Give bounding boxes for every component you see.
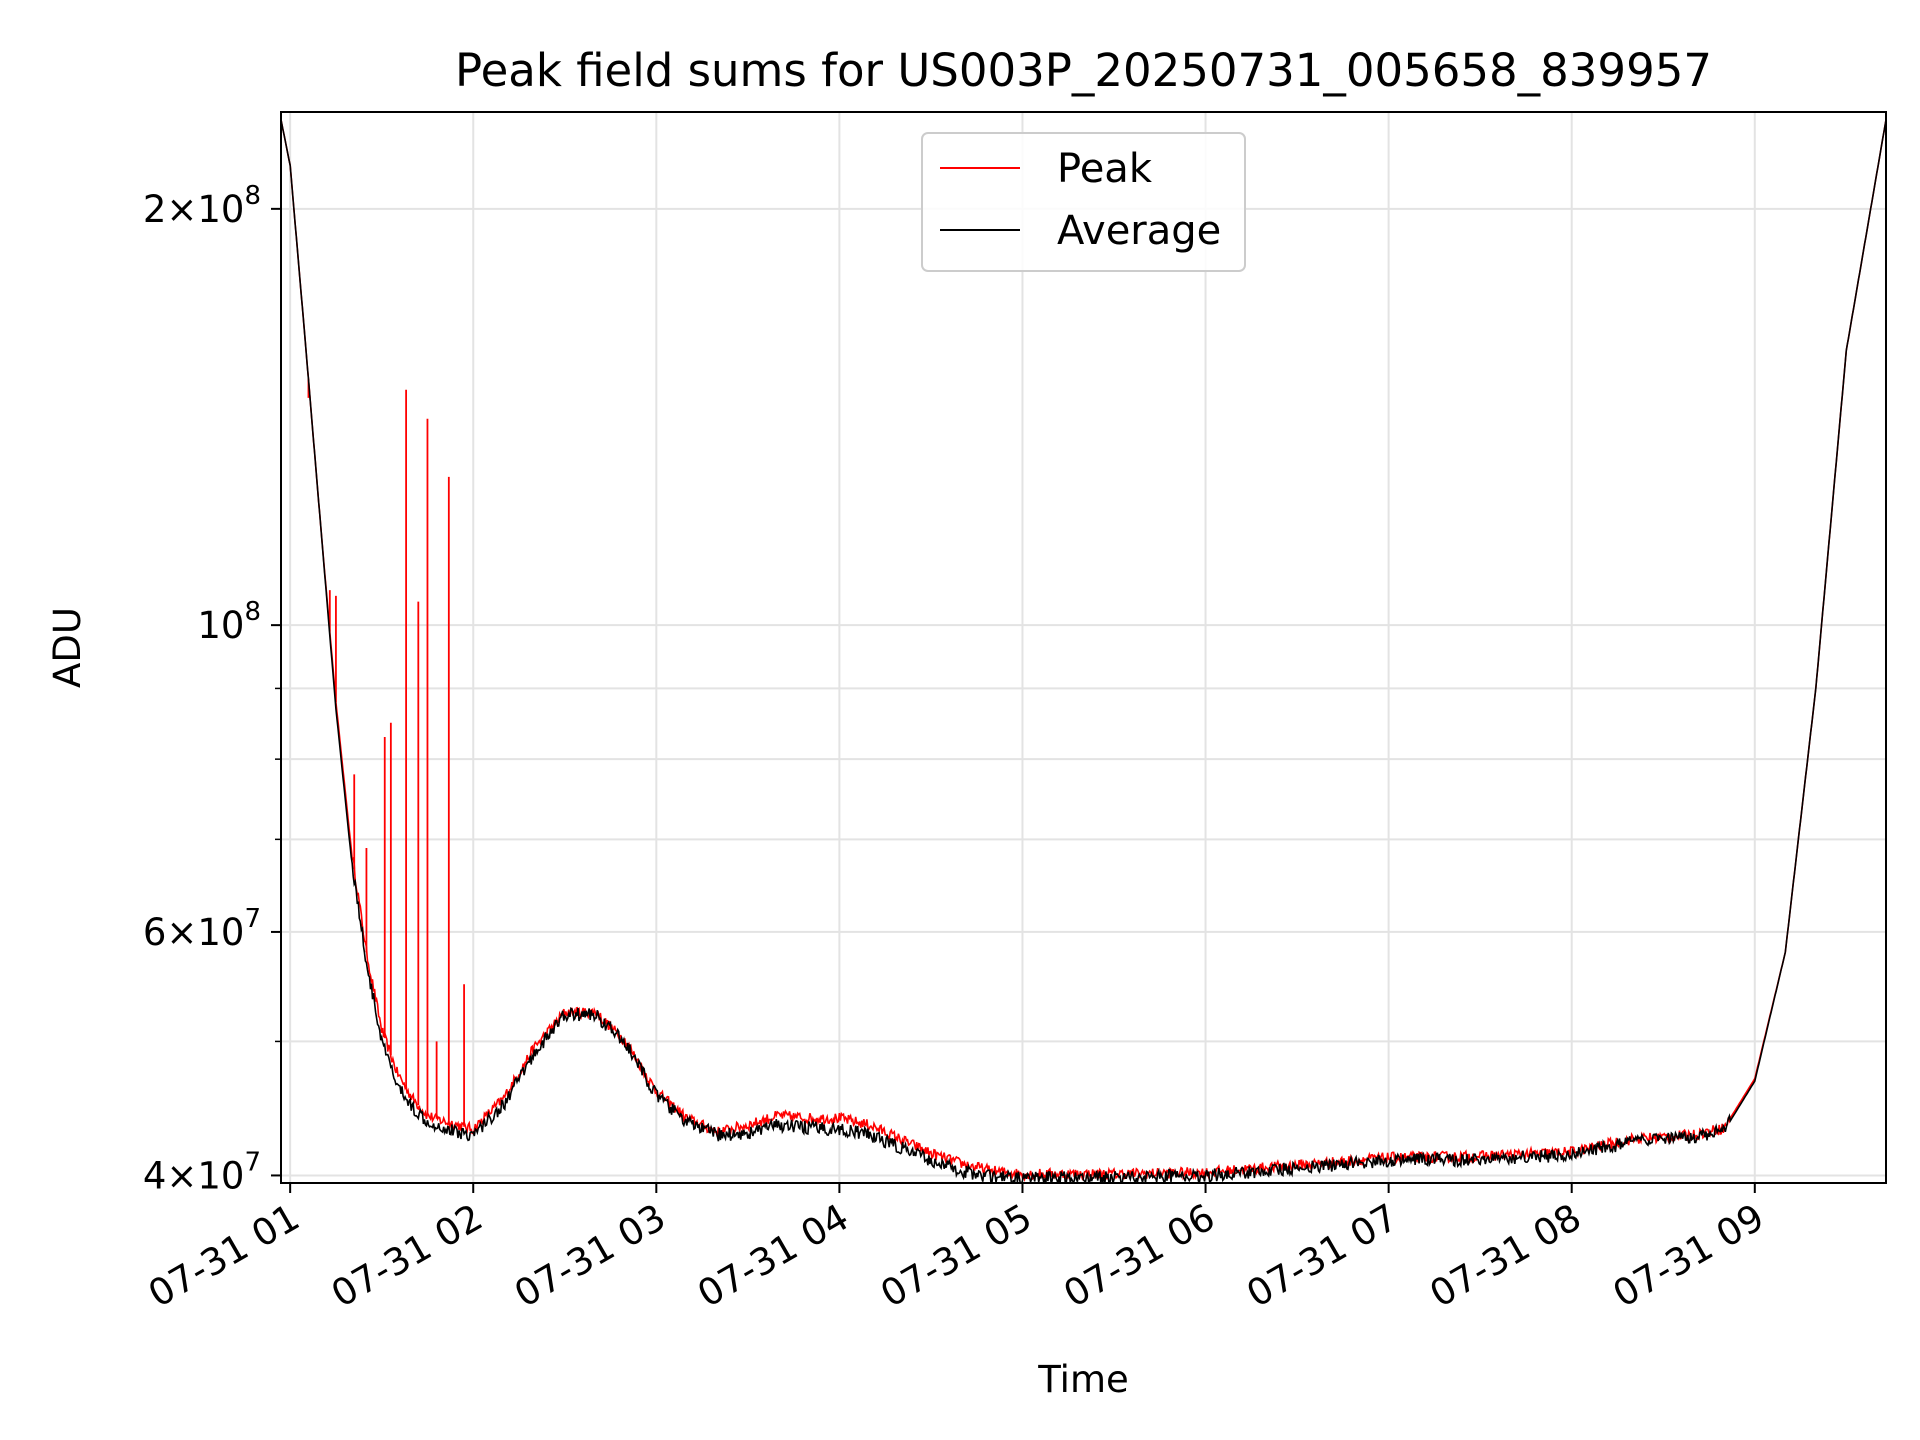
grid [281, 112, 1886, 1183]
y-axis-label: ADU [46, 607, 89, 688]
x-tick-label: 07-31 01 [141, 1196, 307, 1316]
x-axis: 07-31 01 07-31 02 07-31 03 07-31 04 07-31 05… [141, 1183, 1771, 1316]
x-tick-label: 07-31 02 [324, 1196, 490, 1316]
y-tick-label: 108 [197, 597, 261, 647]
x-tick-label: 07-31 06 [1056, 1196, 1222, 1316]
plot-frame [280, 111, 1887, 1184]
x-tick-label: 07-31 07 [1240, 1196, 1406, 1316]
x-tick-label: 07-31 03 [507, 1196, 673, 1316]
x-tick-label: 07-31 04 [690, 1196, 856, 1316]
x-tick-label: 07-31 08 [1423, 1196, 1589, 1316]
y-tick-label: 4×107 [143, 1147, 261, 1197]
plot-series [281, 119, 1886, 1183]
y-tick-label: 2×108 [143, 181, 261, 231]
y-axis: 4×107 6×107 108 2×108 [143, 181, 281, 1197]
legend-label-peak: Peak [1057, 146, 1153, 192]
x-tick-label: 07-31 09 [1606, 1196, 1772, 1316]
y-tick-label: 6×107 [143, 904, 261, 954]
legend: Peak Average [921, 132, 1246, 272]
series-line-peak [281, 119, 1886, 1182]
series-line-average [281, 119, 1886, 1183]
x-axis-label: Time [1037, 1358, 1129, 1401]
x-tick-label: 07-31 05 [873, 1196, 1039, 1316]
legend-label-average: Average [1057, 208, 1221, 254]
chart-title: Peak field sums for US003P_20250731_0056… [455, 44, 1712, 97]
